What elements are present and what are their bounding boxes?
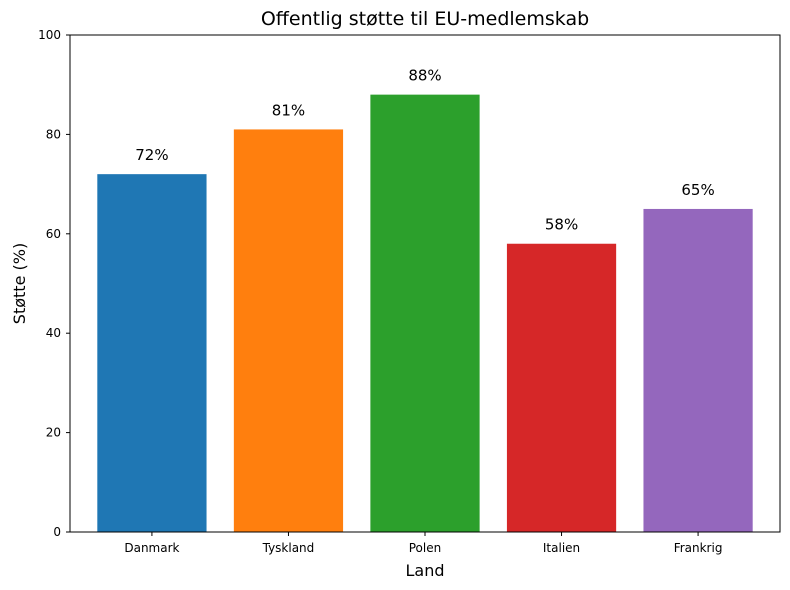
y-tick-label: 100 — [38, 28, 61, 42]
bar-danmark — [97, 174, 207, 532]
x-tick-label-italien: Italien — [543, 541, 580, 555]
data-label-polen: 88% — [408, 67, 441, 85]
bar-frankrig — [643, 208, 753, 532]
y-axis-title: Støtte (%) — [10, 243, 29, 324]
y-tick-label: 80 — [46, 127, 61, 141]
x-tick-label-danmark: Danmark — [124, 541, 179, 555]
x-tick-label-frankrig: Frankrig — [674, 541, 723, 555]
x-axis: Danmark Tyskland Polen Italien Frankrig — [124, 532, 722, 555]
y-axis: 0 20 40 60 80 100 — [38, 28, 70, 539]
data-label-frankrig: 65% — [681, 181, 714, 199]
plot-frame — [69, 34, 781, 533]
bar-tyskland — [233, 129, 344, 532]
y-tick-label: 60 — [46, 227, 61, 241]
data-labels-group: 72% 81% 88% 58% 65% — [135, 67, 714, 234]
y-tick-label: 0 — [53, 525, 61, 539]
chart-title: Offentlig støtte til EU-medlemskab — [261, 8, 589, 30]
bars-group — [97, 94, 753, 533]
x-axis-title: Land — [405, 561, 444, 580]
x-tick-label-polen: Polen — [409, 541, 441, 555]
y-tick-label: 40 — [46, 326, 61, 340]
bar-polen — [370, 94, 480, 532]
x-tick-label-tyskland: Tyskland — [262, 541, 315, 555]
data-label-italien: 58% — [545, 216, 578, 234]
data-label-tyskland: 81% — [272, 101, 305, 119]
data-label-danmark: 72% — [135, 146, 168, 164]
bar-italien — [506, 243, 617, 533]
y-tick-label: 20 — [46, 426, 61, 440]
